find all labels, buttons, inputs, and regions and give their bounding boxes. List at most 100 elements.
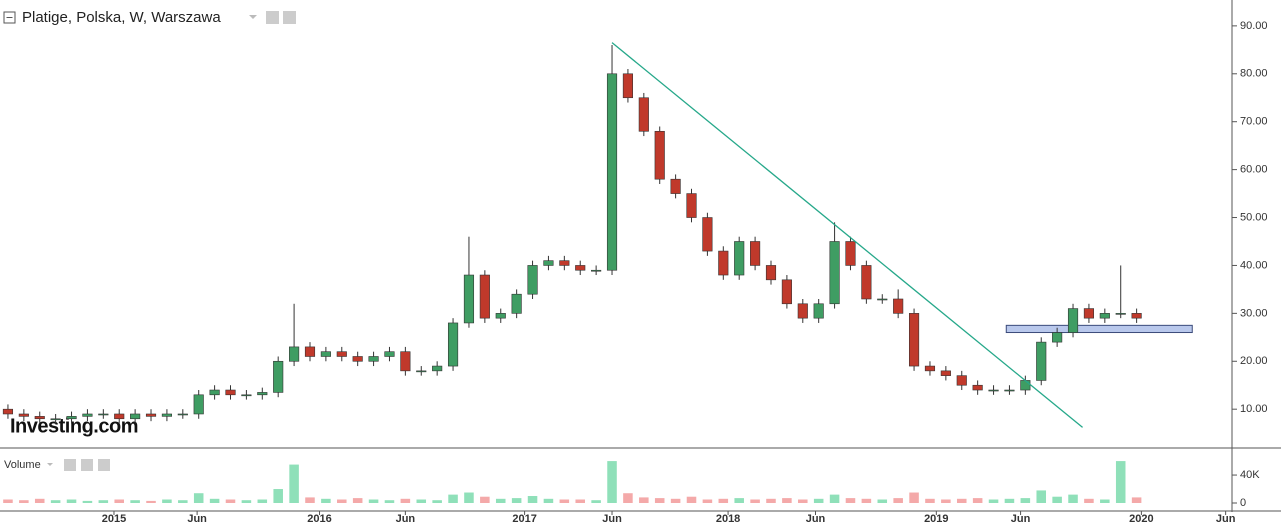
volume-bar [3,499,13,503]
volume-bar [925,498,935,503]
volume-bar [909,492,919,503]
candle-body [1052,332,1063,343]
volume-bar [82,500,93,503]
candle-body [1067,308,1079,333]
candle-body [606,73,618,271]
candle-body [241,394,252,397]
y-tick-label: 90.00 [1240,20,1268,32]
candle-body [1099,313,1110,319]
candle-body [908,313,920,367]
candle-body [209,389,220,396]
candle-body [18,413,29,417]
candle-body [543,260,554,266]
candle-body [829,241,840,305]
y-tick-label: 60.00 [1240,164,1268,176]
dropdown-arrow[interactable] [249,15,257,19]
volume-bar [718,498,729,503]
candle-body [1020,380,1031,391]
gear-icon[interactable] [283,11,296,24]
candle-body [400,351,411,372]
volume-bar [321,498,331,503]
volume-bar [146,500,156,503]
candle-body [447,322,459,367]
x-tick-label: Jun [602,513,622,524]
volume-bar [289,464,299,503]
volume-bar [1004,498,1015,503]
x-tick-label: Jun [396,513,416,524]
volume-bar [225,499,236,503]
volume-bar [798,499,808,503]
volume-tick-label: 40K [1240,469,1260,481]
y-tick-label: 30.00 [1240,307,1268,319]
x-tick-label: 2020 [1129,513,1153,524]
candle-body [257,392,268,396]
candle-body [416,370,427,373]
candle-body [368,356,379,362]
candle-body [956,375,967,386]
volume-bar [368,499,379,503]
volume-bar [1115,461,1126,503]
candle-body [765,265,777,281]
volume-tick-label: 0 [1240,497,1246,509]
y-tick-label: 10.00 [1240,403,1268,415]
volume-bar [988,499,999,503]
candle-body [575,265,586,271]
x-tick-label: Jun [187,513,207,524]
x-tick-label: 2018 [716,513,740,524]
candle-body [463,274,475,324]
candle-body [1036,341,1047,381]
volume-bar [893,498,903,503]
volume-bar [591,500,601,503]
candle-body [750,241,761,266]
y-tick-label: 80.00 [1240,68,1268,80]
volume-bar [130,500,140,503]
x-tick-label: 2015 [102,513,126,524]
settings-icon[interactable] [266,11,279,24]
volume-bar [416,499,427,503]
candle-body [2,408,14,415]
volume-bar [400,498,411,503]
collapse-icon[interactable] [3,11,16,24]
chart-title: Platige, Polska, W, Warszawa [22,9,221,26]
x-tick-label: Jun [1216,513,1236,524]
volume-bar [1131,497,1142,503]
candle-body [1115,313,1126,315]
volume-bar [686,496,697,503]
candle-body [161,413,172,417]
dropdown-arrow[interactable] [47,463,53,466]
gear-icon[interactable] [81,459,93,471]
x-tick-label: Jun [1011,513,1031,524]
volume-bar [50,500,61,503]
candle-body [34,416,45,420]
volume-bar [66,499,77,503]
candle-body [495,313,506,319]
candle-body [893,298,904,314]
candle-body [304,346,316,357]
candle-body [384,351,395,357]
candle-body [718,250,729,276]
candle-body [320,351,331,357]
candle-body [289,346,300,362]
candle-body [432,365,443,372]
volume-bar [495,498,506,503]
candle-body [972,384,983,391]
volume-bar [209,498,220,503]
candle-body [479,274,490,319]
volume-bar [448,494,458,503]
candle-body [1131,313,1142,319]
volume-bar [877,499,888,503]
volume-bar [19,500,29,503]
candle-body [1004,389,1015,392]
volume-label: Volume [4,459,41,471]
volume-bar [972,498,983,503]
volume-bar [1020,498,1031,503]
volume-bar [1036,490,1047,503]
candle-body [638,97,649,132]
candle-body [193,394,204,415]
volume-bar [813,498,824,503]
volume-bar [845,498,856,503]
volume-bar [1084,498,1094,503]
close-icon[interactable] [98,459,110,471]
settings-icon[interactable] [64,459,76,471]
candle-body [797,303,808,319]
